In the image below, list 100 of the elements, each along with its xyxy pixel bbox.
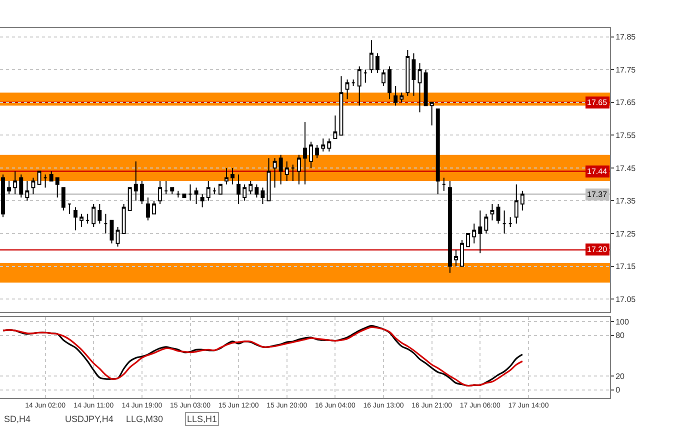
candlestick — [43, 174, 48, 188]
candlestick — [514, 184, 518, 224]
candlestick — [164, 180, 168, 195]
candlestick — [520, 190, 524, 212]
y-tick-label: 0 — [616, 386, 621, 395]
candlestick — [200, 194, 204, 208]
candlestick — [327, 138, 332, 152]
candlestick — [309, 141, 314, 168]
candlestick — [128, 187, 132, 212]
candlestick — [158, 180, 162, 204]
candlestick — [122, 204, 126, 234]
candlestick — [296, 154, 301, 185]
y-tick-label: 17.85 — [616, 32, 636, 42]
ref-line-label: 17.37 — [587, 190, 608, 199]
candlestick — [212, 187, 216, 195]
y-tick-label: 20 — [616, 372, 626, 382]
candlestick — [394, 86, 398, 106]
candlestick — [448, 180, 452, 274]
text: LLS,H1 — [187, 414, 218, 424]
candlestick — [194, 187, 198, 204]
candlestick — [424, 69, 428, 106]
candlestick — [418, 62, 422, 113]
candlestick — [98, 204, 102, 224]
candlestick — [86, 213, 90, 224]
candlestick — [272, 158, 277, 188]
candlestick — [460, 240, 464, 267]
candlestick — [472, 223, 476, 244]
candlestick — [290, 164, 295, 182]
y-tick-label: 17.15 — [616, 262, 636, 272]
candlestick — [376, 52, 380, 74]
candlestick — [484, 213, 488, 234]
y-tick-label: 100 — [616, 318, 630, 327]
candlestick — [345, 78, 350, 100]
candlestick — [412, 52, 416, 96]
candlestick — [230, 167, 234, 185]
y-tick-label: 17.35 — [616, 196, 636, 206]
candlestick — [170, 187, 174, 195]
candlestick — [146, 196, 150, 221]
text: SD,H4 — [4, 414, 31, 424]
candlestick — [61, 187, 66, 212]
ref-line-label: 17.20 — [587, 245, 608, 254]
candlestick — [242, 184, 247, 202]
candlestick — [188, 184, 192, 202]
candlestick — [37, 170, 42, 185]
candlestick — [152, 200, 156, 214]
candlestick — [466, 233, 470, 248]
candlestick — [406, 49, 410, 96]
candlestick — [442, 177, 446, 192]
candlestick — [496, 204, 500, 224]
candlestick — [67, 204, 72, 214]
text: LLG,M30 — [126, 414, 164, 424]
candlestick — [104, 213, 108, 234]
y-tick-label: 80 — [616, 331, 626, 340]
candlestick — [278, 154, 283, 185]
candlestick — [254, 184, 259, 198]
candlestick — [490, 204, 494, 221]
y-tick-label: 17.75 — [616, 65, 636, 74]
candlestick — [284, 160, 289, 182]
candlestick — [454, 249, 458, 267]
candlestick — [55, 177, 60, 198]
candlestick — [134, 160, 138, 202]
candlestick — [382, 69, 386, 87]
ref-line-label: 17.65 — [587, 98, 608, 107]
candlestick — [13, 170, 18, 195]
y-tick-label: 17.55 — [616, 130, 636, 140]
candlestick — [369, 40, 374, 74]
candlestick — [49, 170, 54, 182]
y-tick-label: 17.05 — [616, 294, 636, 304]
candlestick — [236, 174, 241, 204]
candlestick — [339, 76, 344, 136]
candlestick — [266, 158, 271, 202]
candlestick — [321, 138, 326, 152]
candlestick — [400, 92, 404, 103]
candlestick — [357, 66, 362, 106]
candlestick — [116, 226, 120, 248]
candlestick — [176, 190, 180, 198]
candlestick — [25, 180, 30, 202]
candlestick — [478, 210, 482, 254]
candlestick — [206, 180, 210, 202]
y-tick-label: 17.45 — [616, 164, 636, 173]
candlestick — [363, 69, 368, 84]
text: USDJPY,H4 — [65, 414, 114, 424]
y-tick-label: 17.65 — [616, 98, 636, 108]
candlestick — [333, 115, 338, 139]
candlestick — [502, 210, 506, 234]
candlestick — [248, 180, 253, 195]
candlestick — [260, 187, 265, 204]
candlestick — [351, 78, 356, 87]
candlestick — [388, 66, 392, 100]
candlestick — [74, 206, 78, 231]
candlestick — [92, 204, 96, 228]
candlestick — [1, 174, 5, 218]
candlestick — [80, 213, 84, 228]
candlestick — [224, 167, 228, 185]
candlestick — [218, 184, 222, 195]
ref-line-label: 17.44 — [587, 167, 608, 176]
candlestick — [315, 144, 320, 159]
candlestick — [19, 174, 24, 198]
candlestick — [140, 180, 144, 204]
candlestick — [182, 194, 186, 198]
